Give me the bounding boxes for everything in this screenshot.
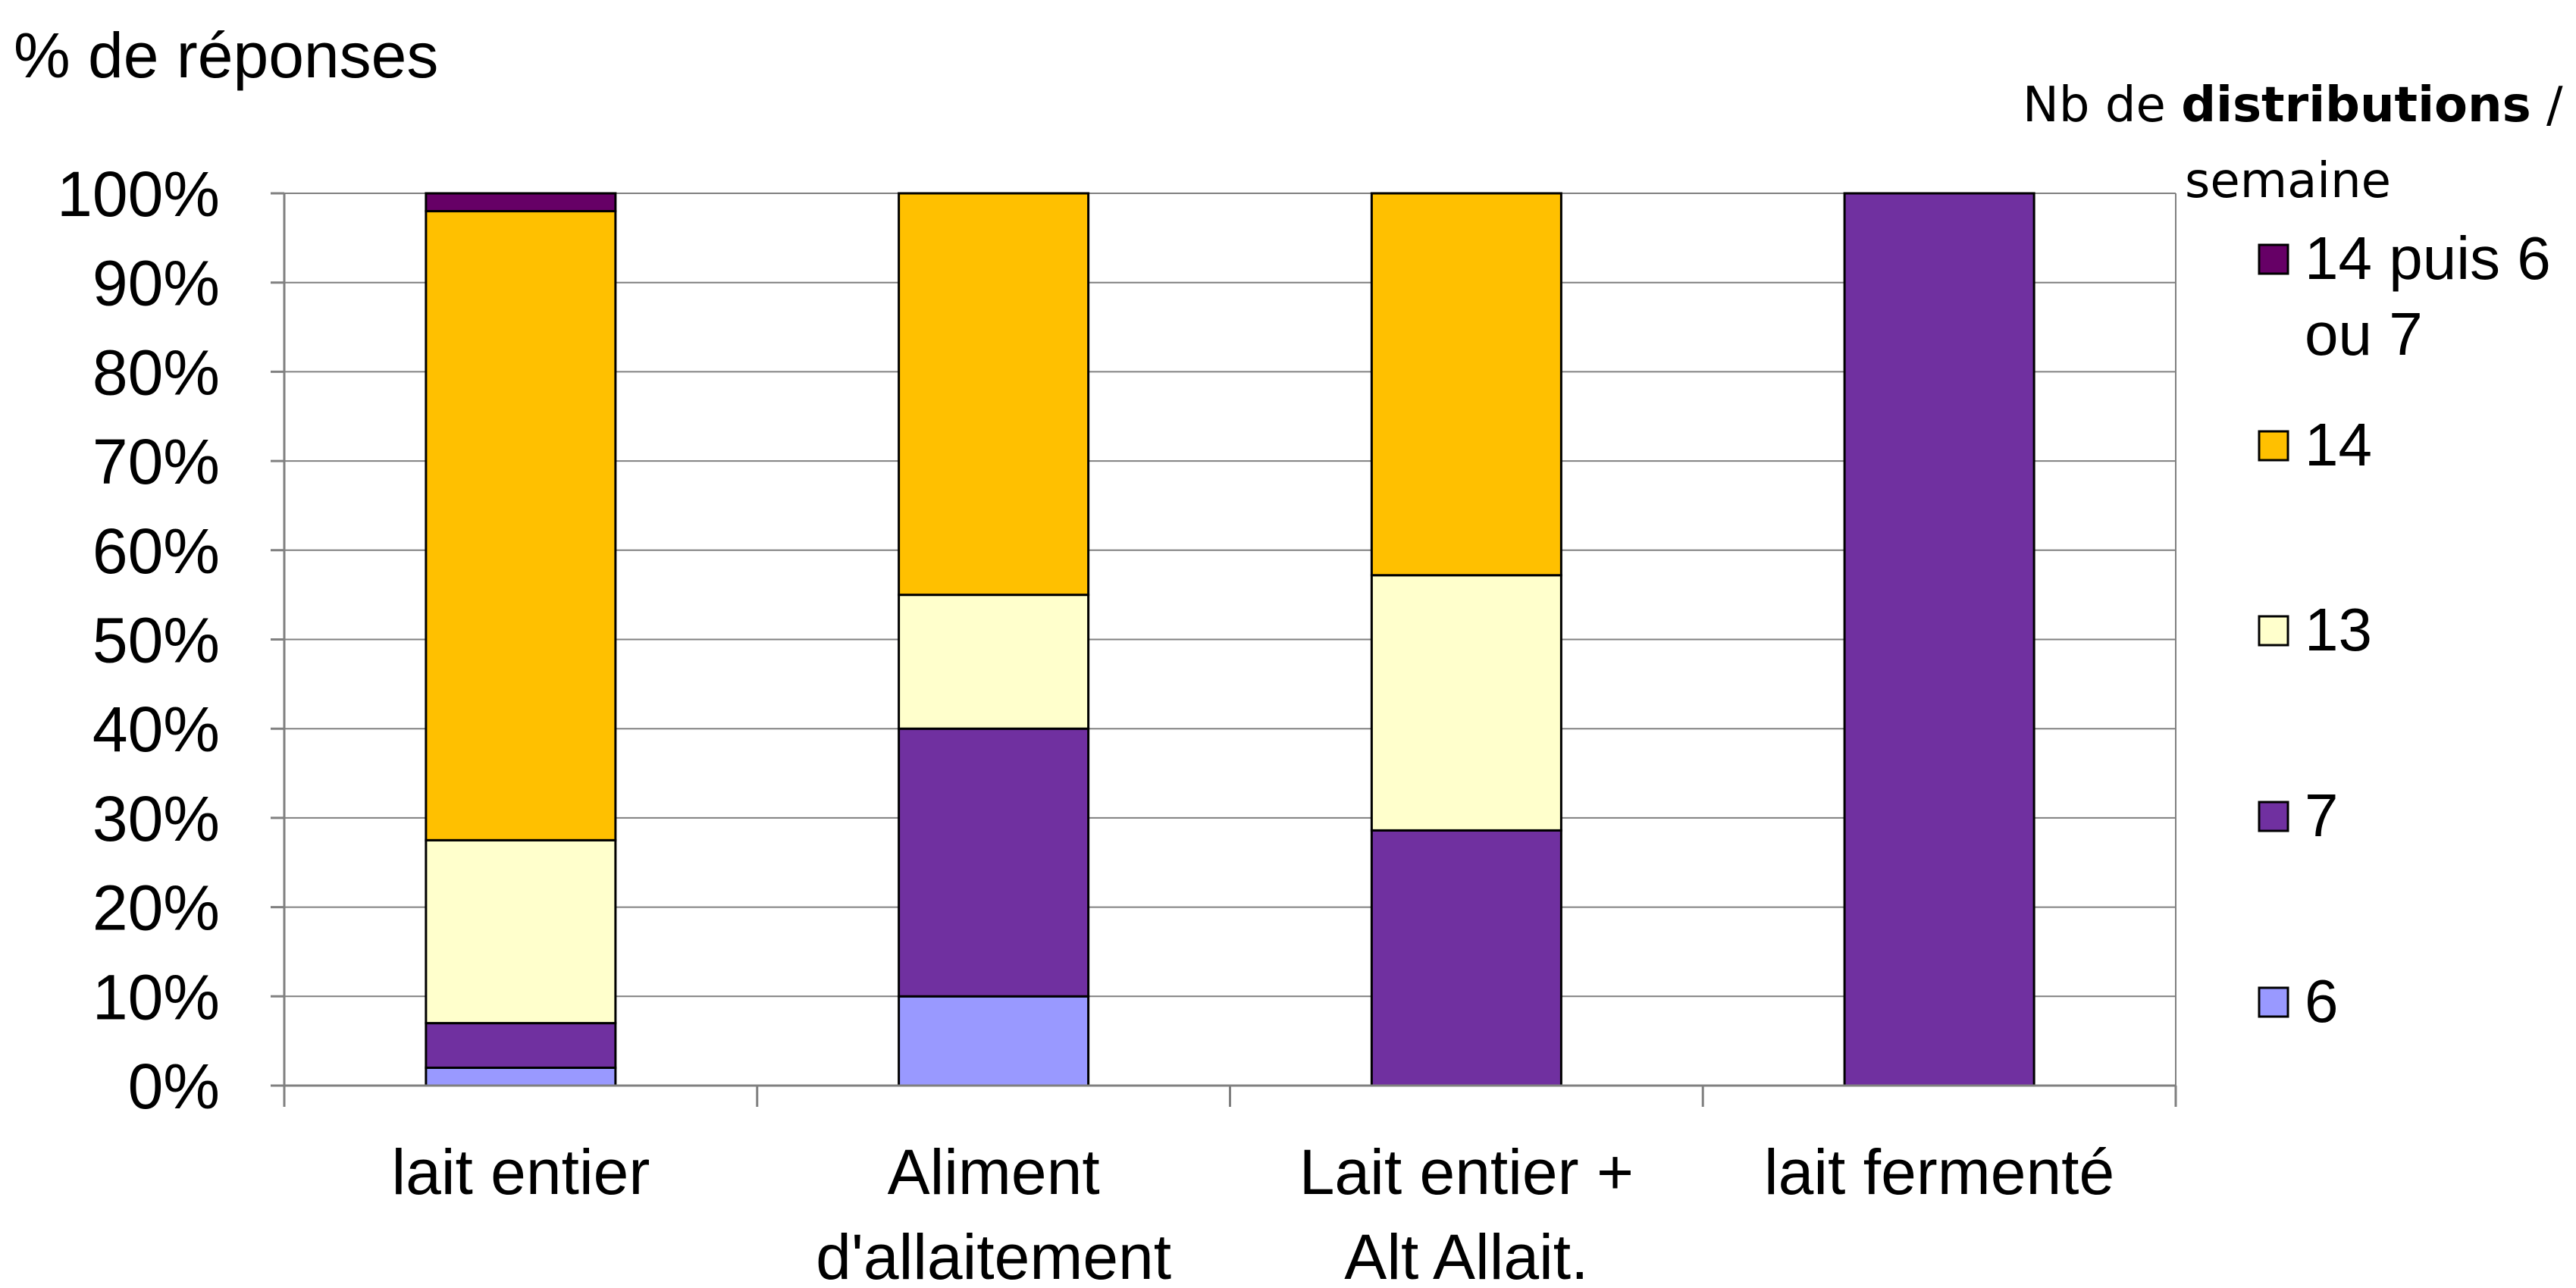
bar-segment-14 (1370, 192, 1562, 577)
y-tick-label: 10% (92, 961, 220, 1033)
bar-segment-7 (898, 727, 1090, 998)
x-category-label: Lait entier + (1299, 1136, 1634, 1208)
legend-title-prefix: Nb de (2023, 77, 2181, 133)
bar-segment-14 (425, 210, 617, 841)
y-tick-label: 60% (92, 516, 220, 587)
legend-label: 13 (2305, 596, 2372, 663)
y-tick-label: 100% (57, 158, 220, 230)
legend-title: Nb de distributions / (2023, 77, 2563, 133)
y-tick-label: 50% (92, 605, 220, 676)
bar-segment-6 (898, 995, 1090, 1087)
x-category-label: Aliment (888, 1136, 1100, 1208)
legend-swatch (2258, 243, 2289, 275)
bars (425, 192, 2035, 1087)
legend-label: 6 (2305, 967, 2339, 1035)
x-category-label: Alt Allait. (1344, 1221, 1588, 1288)
y-axis-ticks: 0% 10% 20% 30% 40% 50% 60% 70% 80% 90% 100% (57, 158, 220, 1122)
legend-label: 14 puis 6 (2305, 224, 2551, 292)
axes (271, 192, 2177, 1107)
legend-swatch (2258, 430, 2289, 462)
x-category-label: d'allaitement (816, 1221, 1171, 1288)
legend-label: ou 7 (2305, 300, 2423, 368)
legend-title-bold: distributions (2181, 77, 2531, 133)
legend-swatch (2258, 986, 2289, 1018)
legend-label: 14 (2305, 411, 2372, 478)
legend-title-suffix: / (2531, 77, 2563, 133)
x-category-label: lait fermenté (1764, 1136, 2114, 1208)
bar-segment-13 (898, 594, 1090, 730)
y-tick-label: 20% (92, 873, 220, 944)
y-tick-label: 40% (92, 694, 220, 765)
y-tick-label: 90% (92, 248, 220, 319)
legend-title-line2: semaine (2185, 153, 2391, 209)
legend-swatch (2258, 801, 2289, 832)
bar-segment-14 (898, 192, 1090, 597)
bar-segment-7 (425, 1022, 617, 1069)
y-tick-label: 80% (92, 337, 220, 408)
bar-segment-6 (425, 1066, 617, 1087)
bar-segment-7 (1843, 192, 2035, 1087)
y-tick-label: 0% (128, 1051, 220, 1122)
y-axis-label: % de réponses (14, 20, 438, 91)
y-tick-label: 70% (92, 426, 220, 497)
x-axis-labels: lait entier Aliment d'allaitement Lait enti… (391, 1136, 2114, 1288)
bar-segment-13 (1370, 574, 1562, 832)
legend-label: 7 (2305, 782, 2339, 849)
bar-segment-14-puis-6-ou-7 (425, 192, 617, 213)
bar-segment-13 (425, 838, 617, 1025)
legend: Nb de distributions / semaine 14 puis 6 o… (2023, 77, 2563, 1035)
x-category-label: lait entier (391, 1136, 650, 1208)
legend-swatch (2258, 615, 2289, 647)
y-tick-label: 30% (92, 783, 220, 854)
bar-segment-7 (1370, 829, 1562, 1087)
